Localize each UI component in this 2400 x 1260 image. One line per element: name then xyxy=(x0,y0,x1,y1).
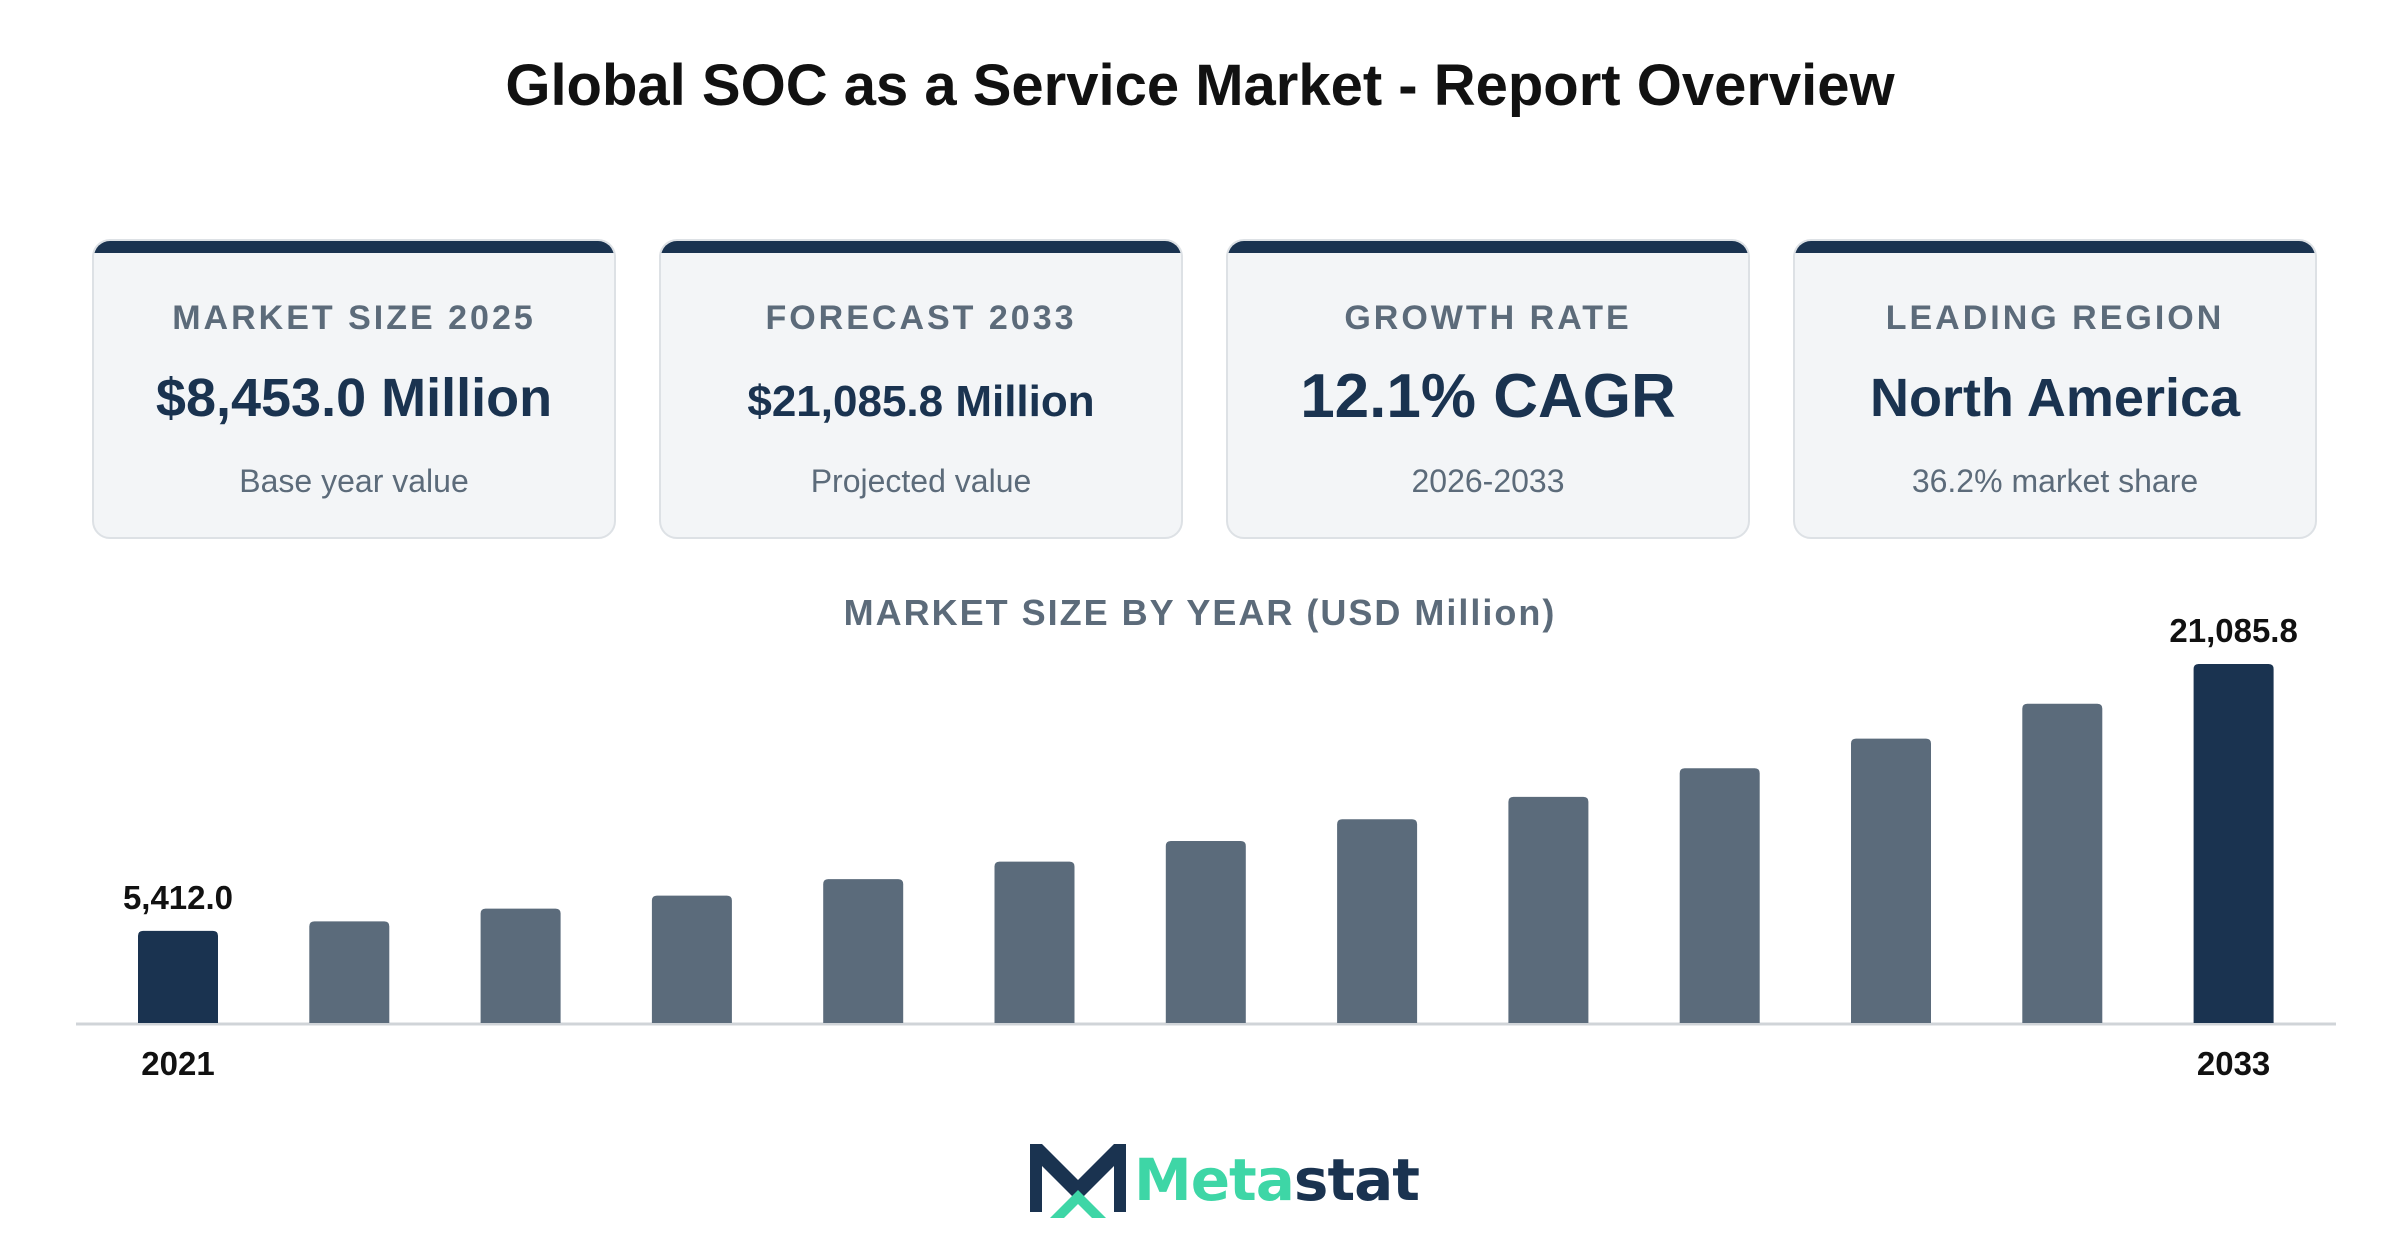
bar-2028 xyxy=(1337,819,1418,1023)
metastat-logo: Metastat xyxy=(1028,1140,1420,1220)
card-label: GROWTH RATE xyxy=(1344,299,1632,337)
card-accent-bar xyxy=(1228,241,1748,253)
card-subtitle: 2026-2033 xyxy=(1411,463,1565,499)
bar-2031 xyxy=(1851,738,1931,1023)
card-accent-bar xyxy=(1795,241,2315,253)
card-value: $8,453.0 Million xyxy=(155,368,553,428)
card-subtitle: Projected value xyxy=(810,463,1032,499)
card-subtitle: Base year value xyxy=(239,463,469,499)
bar-2027 xyxy=(1165,840,1246,1023)
market-size-bar-chart: 5,412.0 2021 21,085.8 2033 xyxy=(76,612,2336,1082)
card-label: LEADING REGION xyxy=(1885,299,2225,337)
card-value: 12.1% CAGR xyxy=(1300,362,1676,431)
bar-2033 xyxy=(2193,664,2274,1023)
card-subtitle: 36.2% market share xyxy=(1911,463,2199,499)
market-size-card: MARKET SIZE 2025 $8,453.0 Million Base y… xyxy=(92,239,616,539)
bar-2023 xyxy=(480,908,561,1023)
x-tick-label-2021: 2021 xyxy=(141,1045,214,1082)
card-label: MARKET SIZE 2025 xyxy=(172,299,536,337)
bar-2022 xyxy=(309,921,390,1023)
bar-2029 xyxy=(1508,796,1589,1023)
page-title: Global SOC as a Service Market - Report … xyxy=(505,53,1895,118)
card-value: $21,085.8 Million xyxy=(747,377,1095,426)
card-accent-bar xyxy=(661,241,1181,253)
bar-2025 xyxy=(823,879,904,1023)
leading-region-card: LEADING REGION North America 36.2% marke… xyxy=(1793,239,2317,539)
card-label: FORECAST 2033 xyxy=(765,299,1077,337)
data-label-2033: 21,085.8 xyxy=(2169,612,2297,649)
x-tick-label-2033: 2033 xyxy=(2197,1045,2270,1082)
forecast-card: FORECAST 2033 $21,085.8 Million Projecte… xyxy=(659,239,1183,539)
bar-2030 xyxy=(1679,768,1760,1023)
metastat-logo-icon xyxy=(1030,1144,1126,1218)
data-label-2021: 5,412.0 xyxy=(123,879,233,916)
metastat-wordmark: Metastat xyxy=(1134,1146,1420,1214)
bar-2024 xyxy=(651,895,732,1023)
growth-rate-card: GROWTH RATE 12.1% CAGR 2026-2033 xyxy=(1226,239,1750,539)
bar-2032 xyxy=(2022,703,2103,1023)
chart-title: MARKET SIZE BY YEAR (USD Million) xyxy=(843,592,1557,633)
card-value: North America xyxy=(1869,368,2241,428)
bar-2026 xyxy=(994,861,1075,1023)
card-accent-bar xyxy=(94,241,614,253)
bar-2021 xyxy=(138,930,218,1023)
